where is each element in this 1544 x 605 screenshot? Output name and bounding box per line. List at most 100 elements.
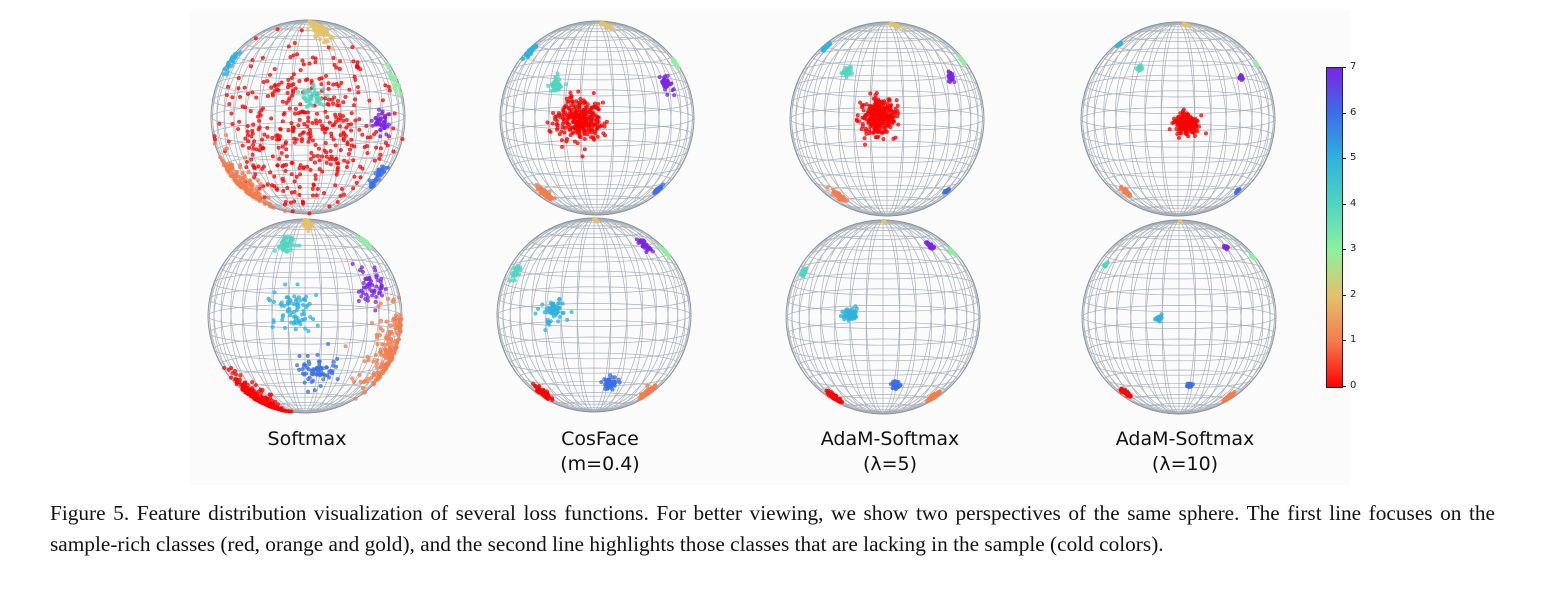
feature-point xyxy=(272,174,277,179)
feature-point xyxy=(593,131,598,136)
feature-point xyxy=(374,122,379,127)
feature-point xyxy=(316,359,321,364)
feature-point xyxy=(1229,393,1234,398)
feature-point xyxy=(292,294,297,299)
feature-point xyxy=(576,100,581,105)
feature-point xyxy=(391,76,396,81)
feature-point xyxy=(371,290,376,295)
feature-point xyxy=(297,185,302,190)
feature-point xyxy=(291,88,296,93)
feature-point xyxy=(306,115,311,120)
feature-point xyxy=(291,302,296,307)
feature-point xyxy=(367,281,372,286)
feature-point xyxy=(355,60,360,65)
feature-point xyxy=(243,105,248,110)
feature-point xyxy=(260,166,265,171)
feature-point xyxy=(669,81,674,86)
feature-point xyxy=(853,304,858,309)
feature-point xyxy=(253,383,258,388)
cluster-class-0 xyxy=(1167,107,1208,140)
feature-point xyxy=(277,137,282,142)
feature-point xyxy=(242,85,247,90)
feature-point xyxy=(337,66,342,71)
feature-point xyxy=(370,123,375,128)
feature-point xyxy=(327,204,332,209)
feature-point xyxy=(372,158,377,163)
feature-point xyxy=(379,116,384,121)
feature-point xyxy=(1193,116,1198,121)
feature-point xyxy=(376,373,381,378)
feature-point xyxy=(550,397,555,402)
feature-point xyxy=(234,173,239,178)
feature-point xyxy=(360,386,365,391)
feature-point xyxy=(880,114,885,119)
feature-point xyxy=(345,160,350,165)
feature-point xyxy=(866,118,871,123)
feature-point xyxy=(233,372,238,377)
feature-point xyxy=(855,113,860,118)
feature-point xyxy=(840,309,845,314)
colorbar-tick-label: 3 xyxy=(1350,243,1357,255)
feature-point xyxy=(672,93,677,98)
feature-point xyxy=(1125,191,1130,196)
feature-point xyxy=(559,138,564,143)
feature-point xyxy=(571,130,576,135)
feature-point xyxy=(335,161,340,166)
feature-point xyxy=(240,387,245,392)
feature-point xyxy=(351,158,356,163)
feature-point xyxy=(585,102,590,107)
feature-point xyxy=(893,135,898,140)
feature-point xyxy=(580,154,585,159)
feature-point xyxy=(333,183,338,188)
feature-point xyxy=(360,166,365,171)
feature-point xyxy=(375,342,380,347)
feature-point xyxy=(870,109,875,114)
feature-point xyxy=(290,128,295,133)
feature-point xyxy=(599,123,604,128)
feature-point xyxy=(565,121,570,126)
feature-point xyxy=(292,199,297,204)
feature-point xyxy=(237,94,242,99)
colorbar-tick xyxy=(1342,203,1346,205)
cluster-class-1 xyxy=(825,185,850,203)
feature-point xyxy=(331,137,336,142)
feature-point xyxy=(238,373,243,378)
feature-point xyxy=(394,89,399,94)
feature-point xyxy=(363,378,368,383)
feature-point xyxy=(245,132,250,137)
feature-point xyxy=(251,142,256,147)
cluster-class-3 xyxy=(947,246,958,258)
cluster-class-0 xyxy=(212,27,405,216)
feature-point xyxy=(665,92,670,97)
feature-point xyxy=(293,106,298,111)
feature-point xyxy=(1156,316,1161,321)
feature-point xyxy=(297,192,302,197)
feature-point xyxy=(378,134,383,139)
feature-point xyxy=(302,362,307,367)
feature-point xyxy=(279,150,284,155)
feature-point xyxy=(324,365,329,370)
feature-point xyxy=(359,288,364,293)
feature-point xyxy=(305,124,310,129)
feature-point xyxy=(656,186,661,191)
feature-point xyxy=(1181,107,1186,112)
feature-point xyxy=(581,98,586,103)
feature-point xyxy=(843,71,848,76)
feature-point xyxy=(279,80,284,85)
feature-point xyxy=(352,144,357,149)
feature-point xyxy=(289,172,294,177)
feature-point xyxy=(269,85,274,90)
feature-point xyxy=(564,82,569,87)
feature-point xyxy=(374,145,379,150)
feature-point xyxy=(230,371,235,376)
feature-point xyxy=(820,48,825,53)
feature-point xyxy=(259,391,264,396)
feature-point xyxy=(299,28,304,33)
feature-point xyxy=(284,249,289,254)
feature-point xyxy=(349,111,354,116)
feature-point xyxy=(315,323,320,328)
feature-point xyxy=(270,93,275,98)
feature-point xyxy=(373,300,378,305)
feature-point xyxy=(671,59,676,64)
feature-point xyxy=(557,297,562,302)
